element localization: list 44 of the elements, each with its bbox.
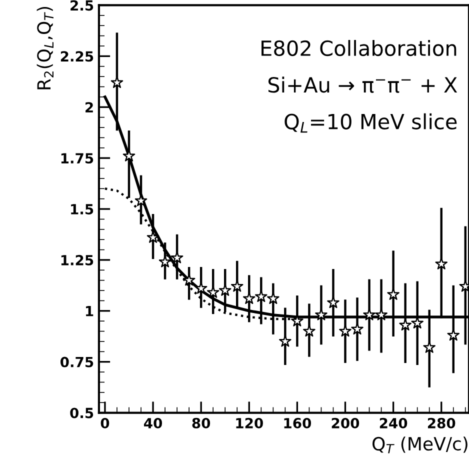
x-tick-label: 160 [284, 418, 312, 428]
x-axis-title: Q$_{T}$ (MeV/c) [372, 436, 468, 454]
point [423, 341, 436, 353]
y-tick-label: 2 [86, 102, 93, 112]
x-tick-label: 120 [236, 418, 263, 428]
y-axis-title: R$_{2}$(Q$_{L}$,Q$_{T}$) [36, 6, 54, 90]
y-tick-label: 1.75 [61, 153, 94, 164]
point [303, 324, 316, 337]
point [315, 308, 328, 320]
y-tick-label: 2.5 [70, 0, 94, 11]
x-tick-label: 280 [428, 418, 456, 428]
y-tick-label: 1.5 [71, 204, 94, 214]
y-tick-label: 2.25 [60, 51, 94, 62]
point [230, 280, 244, 292]
x-tick-label: 80 [192, 418, 210, 428]
point [279, 335, 292, 347]
y-tick-label: 0.75 [60, 356, 94, 368]
point [146, 231, 160, 243]
point [242, 292, 256, 304]
point [387, 288, 400, 300]
x-tick-label: 240 [380, 418, 408, 428]
y-tick-label: 0.5 [70, 408, 94, 418]
annotation: Q$_{L}$=10 MeV slice [284, 113, 457, 133]
point [375, 308, 388, 320]
point [206, 286, 220, 298]
point [194, 282, 208, 294]
annotation: E802 Collaboration [262, 40, 456, 56]
point [158, 256, 172, 268]
y-tick-label: 1 [86, 306, 94, 316]
point [363, 308, 376, 320]
point [327, 296, 340, 308]
point [255, 290, 268, 302]
annotation: Si+Au → π$^{−}$π$^{−}$ + X [268, 76, 458, 93]
point [339, 324, 352, 337]
y-tick-label: 1.25 [61, 254, 94, 266]
point [267, 292, 280, 304]
point [351, 322, 364, 335]
point [399, 318, 412, 330]
point [411, 316, 424, 328]
point [435, 258, 448, 270]
x-tick-label: 0 [100, 418, 110, 428]
x-tick-label: 40 [144, 418, 162, 428]
x-tick-label: 200 [332, 418, 360, 428]
point [218, 284, 232, 296]
